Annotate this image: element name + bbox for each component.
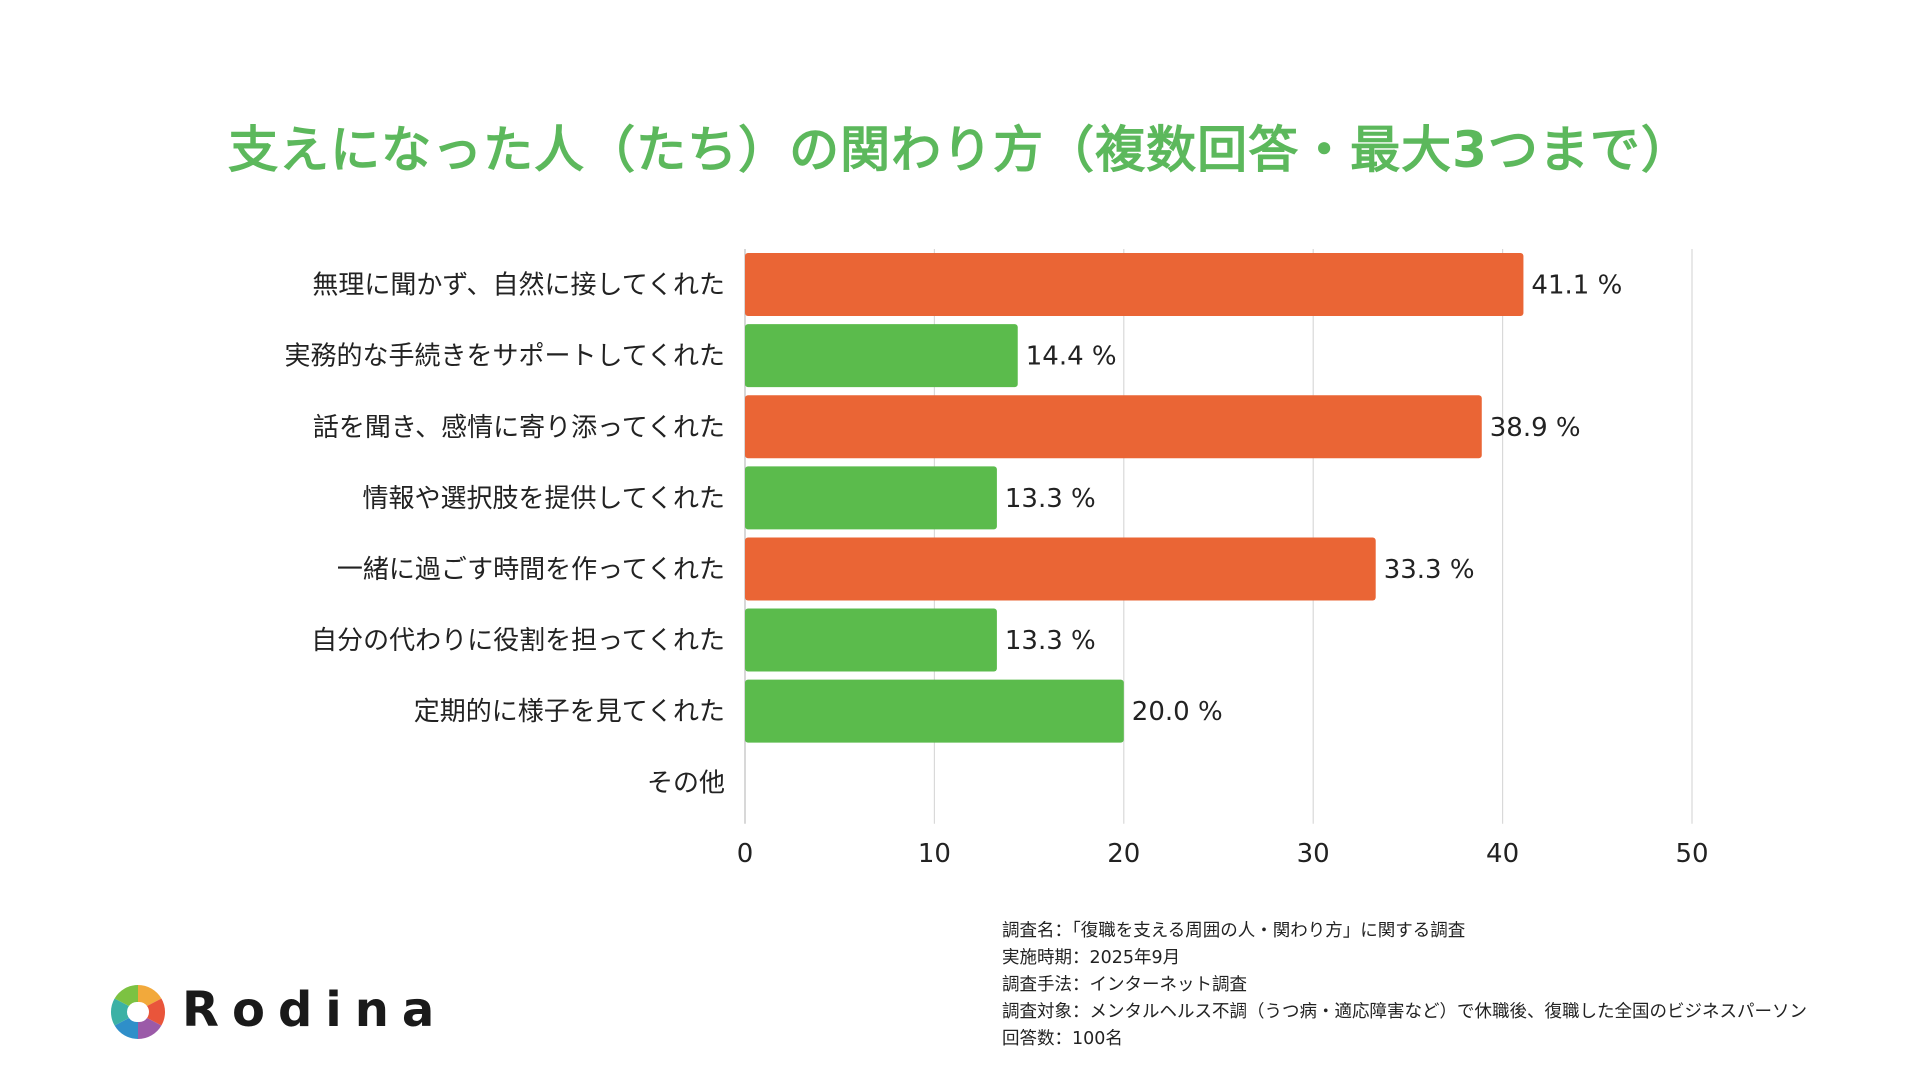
bar	[745, 608, 997, 672]
x-tick-label: 0	[737, 839, 754, 869]
value-label: 38.9 %	[1490, 413, 1581, 443]
category-label: 自分の代わりに役割を担ってくれた	[311, 626, 725, 656]
survey-note: 回答数：100名	[1002, 1029, 1123, 1049]
x-tick-label: 30	[1297, 839, 1330, 869]
survey-notes: 調査名：「復職を支える周囲の人・関わり方」に関する調査 実施時期：2025年9月…	[1002, 918, 1807, 1053]
bar	[745, 679, 1124, 743]
logo-text: Rodina	[182, 982, 448, 1038]
bar	[745, 253, 1524, 317]
value-label: 41.1 %	[1531, 271, 1622, 301]
bar	[745, 537, 1376, 601]
survey-note: 調査手法：インターネット調査	[1002, 975, 1247, 995]
rodina-aperture-icon	[110, 985, 166, 1039]
chart-title: 支えになった人（たち）の関わり方（複数回答・最大3つまで）	[228, 121, 1692, 179]
category-label: 情報や選択肢を提供してくれた	[363, 484, 725, 514]
survey-note: 実施時期：2025年9月	[1002, 948, 1181, 968]
value-label: 20.0 %	[1132, 697, 1223, 727]
category-label: 一緒に過ごす時間を作ってくれた	[337, 555, 725, 585]
x-tick-label: 10	[918, 839, 951, 869]
x-tick-label: 40	[1486, 839, 1519, 869]
bar	[745, 466, 997, 530]
value-label: 13.3 %	[1005, 484, 1096, 514]
value-label: 33.3 %	[1384, 555, 1475, 585]
bar	[745, 395, 1482, 459]
survey-note: 調査名：「復職を支える周囲の人・関わり方」に関する調査	[1002, 921, 1466, 941]
category-label: 実務的な手続きをサポートしてくれた	[285, 342, 725, 372]
category-label: 話を聞き、感情に寄り添ってくれた	[313, 413, 725, 443]
value-label: 14.4 %	[1026, 342, 1117, 372]
x-tick-label: 50	[1675, 839, 1708, 869]
x-tick-label: 20	[1107, 839, 1140, 869]
survey-note: 調査対象：メンタルヘルス不調（うつ病・適応障害など）で休職後、復職した全国のビジ…	[1002, 1002, 1807, 1022]
rodina-logo: Rodina	[110, 980, 450, 1044]
category-label: 無理に聞かず、自然に接してくれた	[312, 271, 725, 301]
bar	[745, 324, 1018, 388]
category-label: その他	[647, 768, 725, 798]
bar-chart: 0 10 20 30 40 50 無理に聞かず、自然に接してくれた 41.1 % 実務的な手続き…	[285, 249, 1709, 869]
category-label: 定期的に様子を見てくれた	[414, 697, 725, 727]
value-label: 13.3 %	[1005, 626, 1096, 656]
